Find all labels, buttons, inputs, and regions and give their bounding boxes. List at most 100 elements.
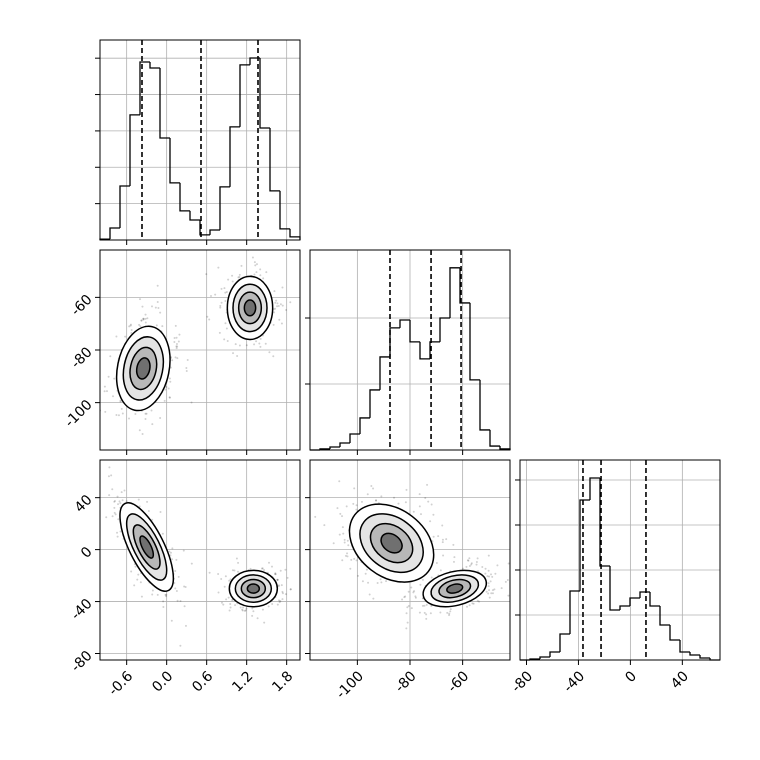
sample-point: [276, 578, 279, 581]
histogram-step: [589, 477, 600, 500]
sample-point: [466, 559, 469, 562]
sample-point: [277, 585, 280, 588]
sample-point: [423, 604, 426, 607]
sample-point: [404, 595, 407, 598]
sample-point: [254, 264, 257, 267]
sample-point: [281, 590, 284, 593]
sample-point: [142, 317, 145, 320]
sample-point: [236, 570, 239, 573]
sample-point: [220, 577, 223, 580]
sample-point: [165, 593, 168, 596]
sample-point: [276, 603, 279, 606]
sample-point: [273, 290, 276, 293]
sample-point: [418, 611, 421, 614]
histogram-step: [579, 499, 590, 592]
sample-point: [225, 290, 228, 293]
histogram-step: [559, 633, 570, 652]
sample-point: [237, 276, 240, 279]
sample-point: [130, 329, 133, 332]
histogram-step: [259, 58, 270, 129]
sample-point: [376, 581, 379, 584]
sample-point: [487, 582, 490, 585]
sample-point: [449, 608, 452, 611]
sample-point: [267, 605, 270, 608]
sample-point: [353, 487, 356, 490]
sample-point: [146, 317, 149, 320]
sample-point: [372, 487, 375, 490]
sample-point: [116, 495, 119, 498]
sample-point: [476, 599, 479, 602]
sample-point: [161, 325, 164, 328]
sample-point: [259, 274, 262, 277]
sample-point: [190, 401, 193, 404]
sample-point: [137, 573, 140, 576]
sample-point: [124, 335, 127, 338]
sample-point: [169, 551, 172, 554]
sample-point: [274, 301, 277, 304]
panel-content: [105, 466, 292, 647]
sample-point: [262, 277, 265, 280]
sample-point: [116, 535, 119, 538]
histogram-step: [419, 341, 430, 360]
sample-point: [356, 574, 359, 577]
sample-point: [341, 515, 344, 518]
sample-point: [224, 575, 227, 578]
sample-point: [274, 573, 277, 576]
sample-point: [117, 414, 120, 417]
sample-point: [289, 588, 292, 591]
sample-point: [249, 567, 252, 570]
sample-point: [461, 567, 464, 570]
sample-point: [112, 395, 115, 398]
sample-point: [237, 561, 240, 564]
sample-point: [253, 343, 256, 346]
sample-point: [123, 489, 126, 492]
sample-point: [421, 578, 424, 581]
sample-point: [159, 511, 162, 514]
sample-point: [470, 562, 473, 565]
sample-point: [488, 596, 491, 599]
sample-point: [174, 569, 177, 572]
sample-point: [277, 304, 280, 307]
sample-point: [206, 315, 209, 318]
sample-point: [467, 559, 470, 562]
sample-point: [475, 563, 478, 566]
sample-point: [375, 499, 378, 502]
sample-point: [176, 599, 179, 602]
sample-point: [278, 318, 281, 321]
sample-point: [375, 499, 378, 502]
sample-point: [472, 602, 475, 605]
sample-point: [141, 305, 144, 308]
sample-point: [136, 578, 139, 581]
sample-point: [217, 591, 220, 594]
sample-point: [490, 573, 493, 576]
sample-point: [255, 340, 258, 343]
sample-point: [156, 593, 159, 596]
sample-point: [179, 644, 182, 647]
sample-point: [185, 369, 188, 372]
y-tick-label: -60: [68, 292, 95, 319]
sample-point: [406, 621, 409, 624]
sample-point: [425, 603, 428, 606]
sample-point: [119, 502, 122, 505]
sample-point: [430, 503, 433, 506]
histogram-step: [329, 446, 340, 449]
histogram-step: [469, 302, 480, 381]
sample-point: [427, 500, 430, 503]
sample-point: [168, 377, 171, 380]
histogram-step: [369, 389, 380, 418]
histogram-step: [439, 317, 450, 342]
sample-point: [476, 557, 479, 560]
sample-point: [465, 565, 468, 568]
sample-point: [370, 484, 373, 487]
sample-point: [214, 293, 217, 296]
x-tick-label: 40: [668, 668, 692, 692]
sample-point: [491, 575, 494, 578]
sample-point: [179, 599, 182, 602]
sample-point: [491, 589, 494, 592]
sample-point: [111, 515, 114, 518]
sample-point: [430, 604, 433, 607]
axes-frame: [309, 249, 511, 451]
sample-point: [164, 593, 167, 596]
sample-point: [205, 273, 208, 276]
histogram-step: [239, 64, 250, 127]
